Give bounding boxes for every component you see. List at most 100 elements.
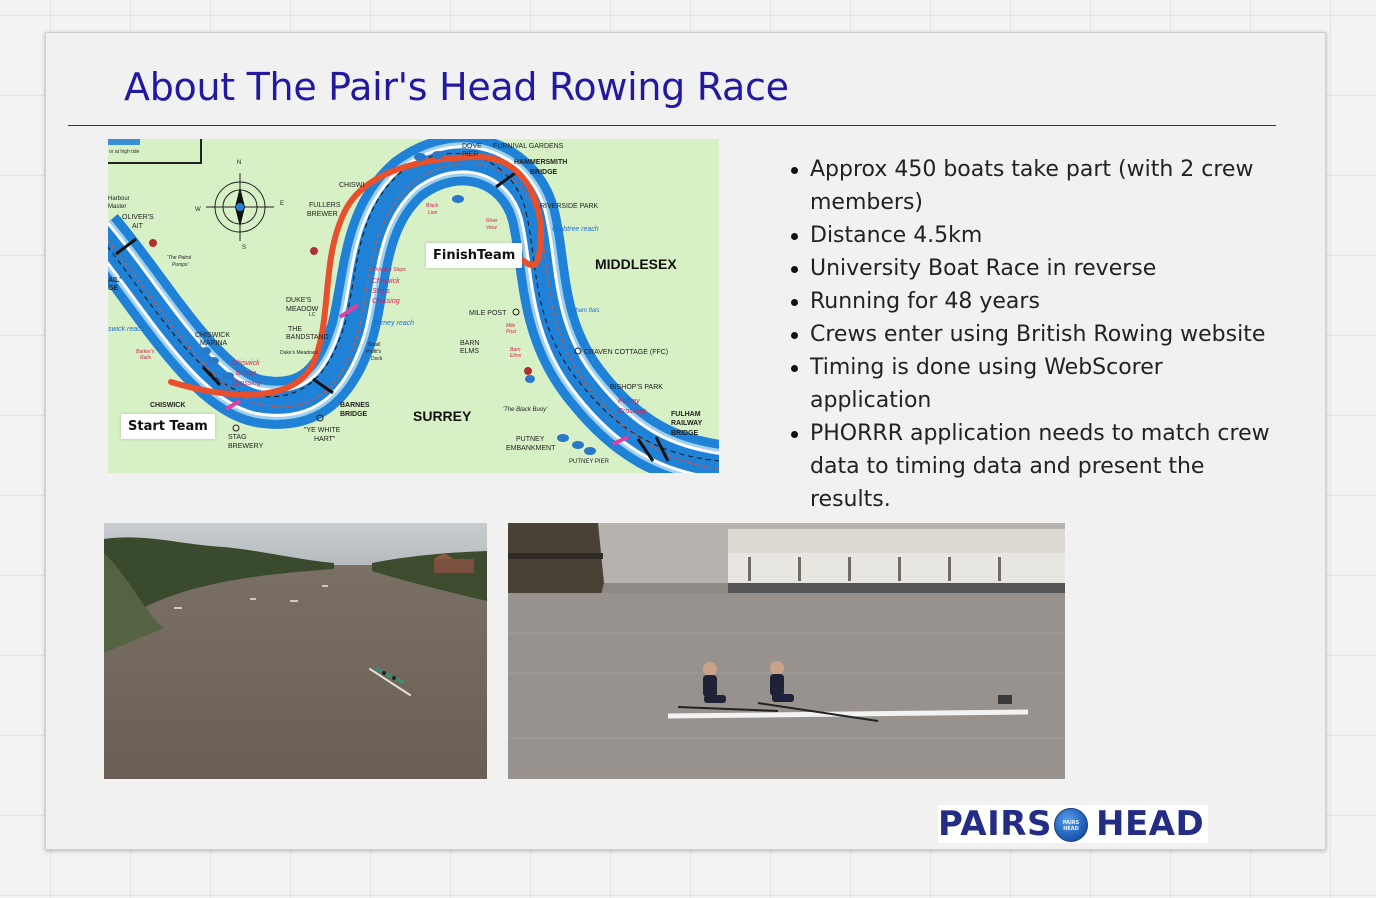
map-label: Steps [372,288,390,295]
map-label: FULLERS [309,202,341,209]
map-label: STAG [228,434,247,441]
bullet-item: University Boat Race in reverse [791,252,1280,285]
map-label: Master [108,204,126,210]
map-label: CRAVEN COTTAGE (FFC) [584,349,668,356]
map-label: Barker's [136,349,155,355]
map-label: 'The Black Buoy' [503,407,548,413]
map-label: Barn [510,347,521,353]
map-label: ELMS [460,348,479,355]
map-label: HART" [314,436,336,443]
map-label: GE [108,285,118,292]
map-label: OLIVER'S [122,214,154,221]
map-label: View [486,225,497,231]
bullet-item: Approx 450 boats take part (with 2 crew … [791,153,1280,219]
bullet-item: Crews enter using British Rowing website [791,318,1280,351]
compass-s: S [242,245,246,251]
map-label-middlesex: MIDDLESEX [595,256,677,272]
map-label: THE [288,326,302,333]
map-label: Corney reach [372,320,414,327]
map-label: BRIDGE [340,411,368,418]
map-label: AIL' [108,277,121,284]
map-label: DUKE'S [286,297,312,304]
map-label: BRIDGE [530,169,558,176]
map-label: RAILWAY [671,420,703,427]
map-label: PUTNEY PIER [569,459,610,465]
bullet-item: Distance 4.5km [791,219,1280,252]
map-label: Putney [618,398,640,405]
map-label: BREWER [307,211,338,218]
map-label: AIT [132,223,144,230]
map-label: CHISWI [339,182,364,189]
map-label: Lion [428,210,438,216]
map-label: Crossing [233,380,261,387]
map-label: River [486,218,498,224]
start-team-label: Start Team [121,414,215,439]
map-label: EMBANKMENT [506,445,556,452]
map-label: BRIDGE [671,430,699,437]
map-label: Crabtree reach [552,226,599,233]
title-divider [68,125,1276,126]
compass-w: W [195,207,201,213]
logo-text-right: HEAD [1096,804,1205,844]
map-label: 'The Patrol [167,255,192,261]
map-label: CHISWICK [195,332,230,339]
bullet-item: Timing is done using WebScorer applicati… [791,351,1280,417]
map-label: BREWERY [228,443,264,450]
race-course-map: or at high tide [108,139,719,473]
map-label: Post [506,329,517,335]
map-label: PUTNEY [516,436,545,443]
map-label: MEADOW [286,306,319,313]
map-label: Harbour [108,196,130,202]
map-label: BARNES [340,402,370,409]
map-label: Black [426,203,439,209]
map-label: FURNIVAL GARDENS [493,143,564,150]
race-route [168,153,544,398]
map-label: PIER [462,151,478,158]
map-label: LC [309,312,316,318]
logo-text-left: PAIRS [938,804,1052,844]
map-label: Bridge [236,370,256,377]
map-label: swick reach [108,326,145,333]
map-label: MILE POST [469,310,507,317]
finish-team-label: FinishTeam [426,243,523,268]
pairs-head-logo: PAIRS PAIRS HEAD HEAD [938,805,1208,843]
rowing-ball-icon: PAIRS HEAD [1054,808,1088,842]
map-label: Crossing [372,298,400,305]
map-label: MARINA [200,340,228,347]
map-label: Crossing [618,408,646,415]
map-label-high-tide: or at high tide [109,149,140,155]
map-label: FULHAM [671,411,701,418]
slide: About The Pair's Head Rowing Race or at … [45,32,1326,850]
page-title: About The Pair's Head Rowing Race [124,65,789,109]
map-label: BANDSTAND [286,334,329,341]
logo-badge-text: PAIRS HEAD [1062,820,1080,832]
photo-river-aerial [104,523,487,779]
map-label: Rails [140,355,152,361]
map-label: Elms [510,353,522,359]
bullet-item: PHORRR application needs to match crew d… [791,417,1280,516]
map-label: DOVE [462,143,482,150]
map-label: Small [368,342,381,348]
map-label: "YE WHITE [304,427,341,434]
map-label: Chiswick [372,278,400,285]
map-label: Profit's [366,349,382,355]
compass-icon [206,173,274,241]
map-label-surrey: SURREY [413,408,472,424]
map-label: Mile [506,323,515,329]
map-label: Chiswick [232,360,260,367]
map-label: HAMMERSMITH [514,159,567,166]
map-label: Pumps' [172,262,190,268]
map-label: Chiswick Steps [372,267,406,273]
facts-list: Approx 450 boats take part (with 2 crew … [791,153,1280,516]
map-label: BISHOP'S PARK [610,384,663,391]
bullet-item: Running for 48 years [791,285,1280,318]
map-label: RIVERSIDE PARK [540,203,599,210]
compass-n: N [237,160,241,166]
photo-pair-rowing [508,523,1065,779]
map-label: Fulham flats [567,308,600,314]
map-label: CHISWICK [150,402,185,409]
compass-e: E [280,201,284,207]
map-label: Dock [371,356,383,362]
map-label: BARN [460,340,479,347]
map-label: Duke's Meadows [280,350,318,356]
